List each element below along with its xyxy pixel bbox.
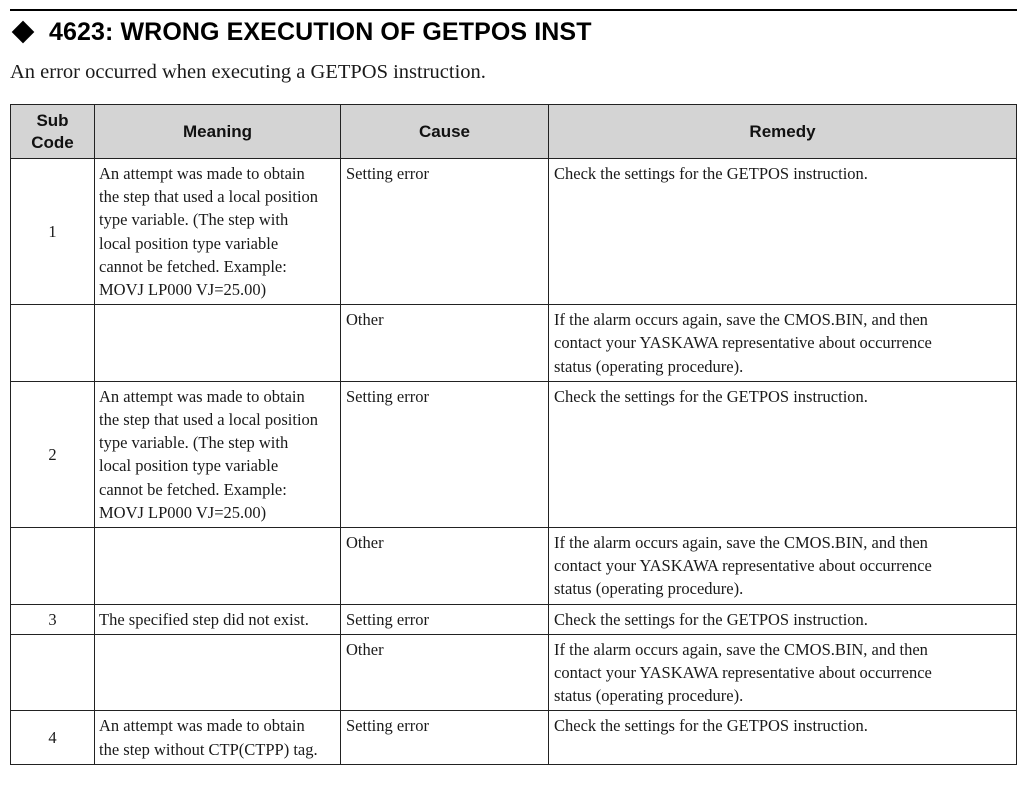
remedy-line: status (operating procedure). xyxy=(554,356,744,376)
meaning-line: local position type variable xyxy=(99,233,279,253)
meaning-cell: An attempt was made to obtain the step th… xyxy=(94,157,341,306)
sub-code-cell xyxy=(10,527,95,605)
cause-cell: Setting error xyxy=(340,710,549,765)
meaning-cell: The specified step did not exist. xyxy=(94,603,341,635)
cause-cell: Setting error xyxy=(340,380,549,529)
sub-code-cell: 3 xyxy=(10,603,95,635)
table-row: 4 An attempt was made to obtain the step w… xyxy=(10,710,1017,765)
meaning-cell xyxy=(94,633,341,712)
meaning-cell: An attempt was made to obtain the step th… xyxy=(94,380,341,529)
cause-cell: Other xyxy=(340,527,549,605)
meaning-line: type variable. (The step with xyxy=(99,433,289,453)
table-row: 2 An attempt was made to obtain the step t… xyxy=(10,380,1017,529)
sub-code-cell xyxy=(10,633,95,712)
meaning-line: An attempt was made to obtain xyxy=(99,386,305,406)
remedy-line: Check the settings for the GETPOS instru… xyxy=(554,386,868,406)
remedy-line: Check the settings for the GETPOS instru… xyxy=(554,716,868,736)
table-row: Other If the alarm occurs again, save the… xyxy=(10,633,1017,712)
meaning-line: MOVJ LP000 VJ=25.00) xyxy=(99,280,267,300)
remedy-cell: If the alarm occurs again, save the CMOS… xyxy=(548,527,1017,605)
table-row: Other If the alarm occurs again, save the… xyxy=(10,304,1017,382)
remedy-line: If the alarm occurs again, save the CMOS… xyxy=(554,533,928,553)
cause-cell: Other xyxy=(340,304,549,382)
heading-rule xyxy=(10,9,1017,11)
cause-cell: Setting error xyxy=(340,157,549,306)
meaning-line: the step that used a local position xyxy=(99,410,319,430)
alarm-description: An error occurred when executing a GETPO… xyxy=(10,61,486,83)
meaning-line: An attempt was made to obtain xyxy=(99,716,305,736)
meaning-cell xyxy=(94,527,341,605)
remedy-line: Check the settings for the GETPOS instru… xyxy=(554,164,868,183)
meaning-line: cannot be fetched. Example: xyxy=(99,256,287,276)
meaning-line: cannot be fetched. Example: xyxy=(99,479,287,499)
header-meaning: Meaning xyxy=(94,104,341,159)
section-heading: 4623: WRONG EXECUTION OF GETPOS INST xyxy=(10,16,592,48)
meaning-line: local position type variable xyxy=(99,456,279,476)
cause-cell: Setting error xyxy=(340,603,549,635)
diamond-bullet-icon xyxy=(11,20,35,44)
header-sub-code: Sub Code xyxy=(10,104,95,159)
sub-code-cell: 2 xyxy=(10,380,95,529)
remedy-cell: Check the settings for the GETPOS instru… xyxy=(548,380,1017,529)
header-remedy: Remedy xyxy=(548,104,1017,159)
meaning-line: MOVJ LP000 VJ=25.00) xyxy=(99,502,267,522)
remedy-line: contact your YASKAWA representative abou… xyxy=(554,556,932,576)
remedy-line: Check the settings for the GETPOS instru… xyxy=(554,609,868,629)
remedy-line: If the alarm occurs again, save the CMOS… xyxy=(554,310,928,330)
meaning-line: the step that used a local position xyxy=(99,187,319,207)
header-cause: Cause xyxy=(340,104,549,159)
remedy-cell: If the alarm occurs again, save the CMOS… xyxy=(548,304,1017,382)
remedy-line: contact your YASKAWA representative abou… xyxy=(554,333,932,353)
cause-cell: Other xyxy=(340,633,549,712)
remedy-line: status (operating procedure). xyxy=(554,579,744,599)
remedy-cell: Check the settings for the GETPOS instru… xyxy=(548,603,1017,635)
remedy-line: contact your YASKAWA representative abou… xyxy=(554,663,932,683)
table-row: 1 An attempt was made to obtain the step t… xyxy=(10,157,1017,306)
sub-code-cell: 4 xyxy=(10,710,95,765)
table-header-row: Sub Code Meaning Cause Remedy xyxy=(10,104,1017,159)
alarm-table: Sub Code Meaning Cause Remedy 1 An attemp… xyxy=(10,104,1017,765)
meaning-line: type variable. (The step with xyxy=(99,210,289,230)
remedy-line: status (operating procedure). xyxy=(554,686,744,706)
remedy-cell: If the alarm occurs again, save the CMOS… xyxy=(548,633,1017,712)
meaning-cell: An attempt was made to obtain the step wi… xyxy=(94,710,341,765)
table-row: 3 The specified step did not exist. Settin… xyxy=(10,603,1017,635)
remedy-cell: Check the settings for the GETPOS instru… xyxy=(548,157,1017,306)
meaning-line: An attempt was made to obtain xyxy=(99,164,305,183)
alarm-title: 4623: WRONG EXECUTION OF GETPOS INST xyxy=(49,17,592,46)
remedy-line: If the alarm occurs again, save the CMOS… xyxy=(554,639,928,659)
remedy-cell: Check the settings for the GETPOS instru… xyxy=(548,710,1017,765)
meaning-line: The specified step did not exist. xyxy=(99,609,309,629)
table-body: 1 An attempt was made to obtain the step t… xyxy=(10,157,1017,765)
meaning-line: the step without CTP(CTPP) tag. xyxy=(99,739,318,759)
sub-code-cell: 1 xyxy=(10,157,95,306)
table-row: Other If the alarm occurs again, save the… xyxy=(10,527,1017,605)
meaning-cell xyxy=(94,304,341,382)
sub-code-cell xyxy=(10,304,95,382)
